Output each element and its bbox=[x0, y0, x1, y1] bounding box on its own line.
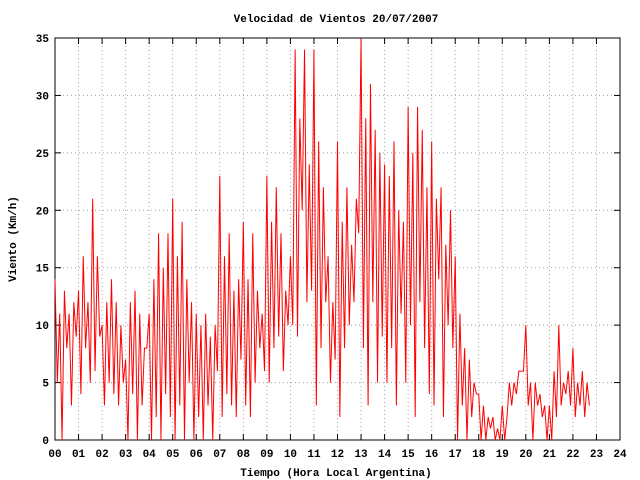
x-tick-label: 08 bbox=[237, 449, 251, 461]
x-tick-label: 18 bbox=[472, 449, 486, 461]
x-tick-label: 19 bbox=[496, 449, 509, 461]
x-tick-label: 15 bbox=[402, 449, 416, 461]
x-tick-label: 12 bbox=[331, 449, 344, 461]
x-tick-label: 11 bbox=[307, 449, 321, 461]
y-tick-label: 30 bbox=[36, 91, 49, 103]
y-tick-label: 0 bbox=[42, 436, 49, 448]
x-tick-label: 00 bbox=[48, 449, 61, 461]
x-tick-label: 01 bbox=[72, 449, 86, 461]
x-tick-label: 04 bbox=[143, 449, 157, 461]
x-tick-label: 10 bbox=[284, 449, 297, 461]
x-tick-label: 09 bbox=[260, 449, 273, 461]
x-axis-label: Tiempo (Hora Local Argentina) bbox=[240, 468, 431, 480]
y-tick-label: 15 bbox=[36, 264, 50, 276]
x-tick-label: 05 bbox=[166, 449, 180, 461]
x-tick-label: 16 bbox=[425, 449, 438, 461]
x-tick-label: 17 bbox=[449, 449, 462, 461]
y-tick-label: 35 bbox=[36, 34, 50, 46]
y-tick-label: 5 bbox=[42, 379, 49, 391]
x-tick-label: 07 bbox=[213, 449, 226, 461]
x-tick-label: 22 bbox=[566, 449, 579, 461]
y-tick-label: 10 bbox=[36, 321, 49, 333]
plot-frame bbox=[54, 37, 621, 441]
x-tick-label: 03 bbox=[119, 449, 133, 461]
x-tick-label: 14 bbox=[378, 449, 392, 461]
x-tick-label: 23 bbox=[590, 449, 604, 461]
x-tick-label: 20 bbox=[519, 449, 532, 461]
x-tick-label: 13 bbox=[354, 449, 368, 461]
y-axis-label: Viento (Km/h) bbox=[8, 196, 20, 282]
x-tick-label: 06 bbox=[190, 449, 203, 461]
y-tick-label: 20 bbox=[36, 206, 49, 218]
x-tick-label: 21 bbox=[543, 449, 557, 461]
chart-title: Velocidad de Vientos 20/07/2007 bbox=[234, 14, 439, 26]
series-line bbox=[54, 37, 590, 441]
y-tick-label: 25 bbox=[36, 149, 50, 161]
x-tick-label: 02 bbox=[95, 449, 108, 461]
x-tick-label: 24 bbox=[613, 449, 627, 461]
